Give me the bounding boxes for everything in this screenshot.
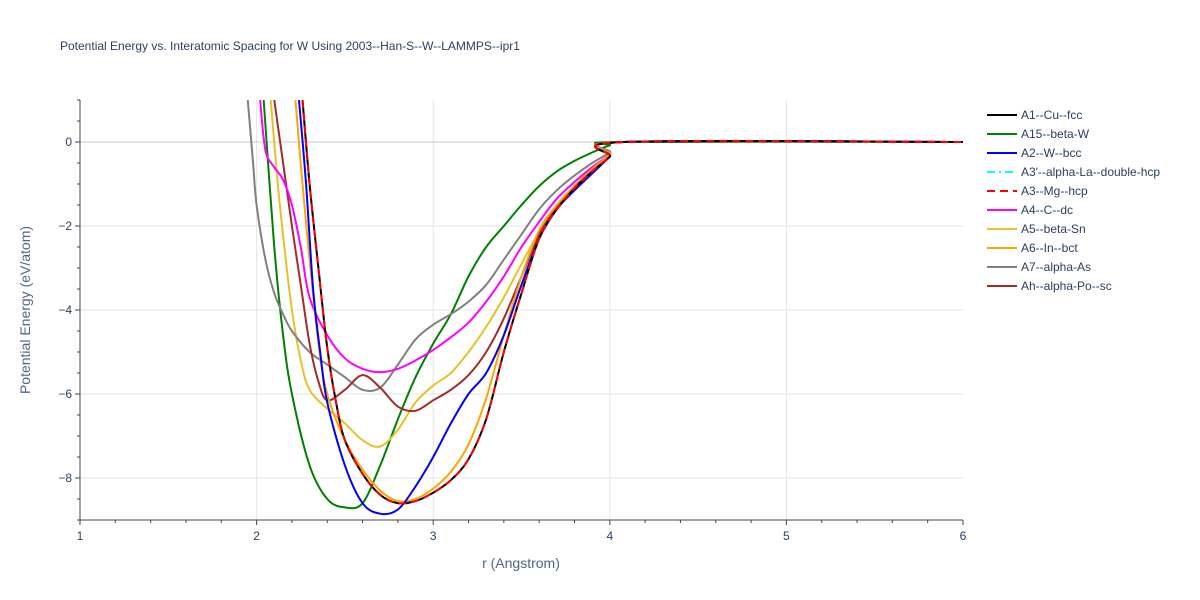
y-tick-label: 0 — [65, 135, 72, 149]
legend-item[interactable]: A5--beta-Sn — [987, 222, 1086, 236]
y-tick-label: −4 — [58, 303, 72, 317]
legend-label: A3'--alpha-La--double-hcp — [1021, 165, 1160, 179]
series-line-a3-alpha-la-double-hcp — [301, 100, 963, 505]
legend-item[interactable]: A6--In--bct — [987, 241, 1078, 255]
x-tick-label: 3 — [430, 529, 437, 543]
legend-item[interactable]: A4--C--dc — [987, 203, 1073, 217]
legend-item[interactable]: Ah--alpha-Po--sc — [987, 279, 1112, 293]
series-line-a3-mg-hcp — [301, 100, 963, 505]
legend-label: A2--W--bcc — [1021, 146, 1081, 160]
legend-label: Ah--alpha-Po--sc — [1021, 279, 1112, 293]
legend-label: A6--In--bct — [1021, 241, 1078, 255]
axes: 1 2 3 4 5 6 0 −2 −4 −6 −8 — [58, 99, 967, 543]
legend: A1--Cu--fcc A15--beta-W A2--W--bcc A3'--alp… — [987, 108, 1160, 293]
series-line-a2-w-bcc — [297, 100, 963, 516]
series-line-a6-in-bct — [294, 100, 963, 503]
x-axis-title: r (Angstrom) — [482, 555, 560, 571]
legend-label: A7--alpha-As — [1021, 260, 1091, 274]
series-line-a7-alpha-as — [246, 100, 963, 393]
y-tick-label: −2 — [58, 219, 72, 233]
series-line-a4-c-dc — [259, 100, 963, 374]
legend-label: A3--Mg--hcp — [1021, 184, 1088, 198]
grid — [80, 100, 963, 520]
series-line-a5-beta-sn — [269, 100, 963, 448]
legend-label: A4--C--dc — [1021, 203, 1073, 217]
legend-item[interactable]: A7--alpha-As — [987, 260, 1091, 274]
x-tick-label: 2 — [253, 529, 260, 543]
y-axis-title: Potential Energy (eV/atom) — [17, 226, 33, 394]
x-tick-label: 1 — [77, 529, 84, 543]
series-line-a1-cu-fcc — [301, 100, 963, 505]
y-tick-label: −8 — [58, 471, 72, 485]
series-line-ah-alpha-po-sc — [273, 100, 963, 413]
legend-label: A5--beta-Sn — [1021, 222, 1086, 236]
y-tick-label: −6 — [58, 387, 72, 401]
plot-area — [246, 100, 963, 516]
legend-item[interactable]: A3'--alpha-La--double-hcp — [987, 165, 1160, 179]
legend-item[interactable]: A2--W--bcc — [987, 146, 1081, 160]
series-line-a15-beta-w — [262, 100, 963, 510]
x-tick-label: 6 — [960, 529, 967, 543]
legend-item[interactable]: A1--Cu--fcc — [987, 108, 1082, 122]
legend-item[interactable]: A15--beta-W — [987, 127, 1090, 141]
legend-item[interactable]: A3--Mg--hcp — [987, 184, 1088, 198]
chart-title: Potential Energy vs. Interatomic Spacing… — [60, 39, 520, 53]
legend-label: A15--beta-W — [1021, 127, 1090, 141]
legend-label: A1--Cu--fcc — [1021, 108, 1082, 122]
x-tick-label: 5 — [783, 529, 790, 543]
x-tick-label: 4 — [606, 529, 613, 543]
